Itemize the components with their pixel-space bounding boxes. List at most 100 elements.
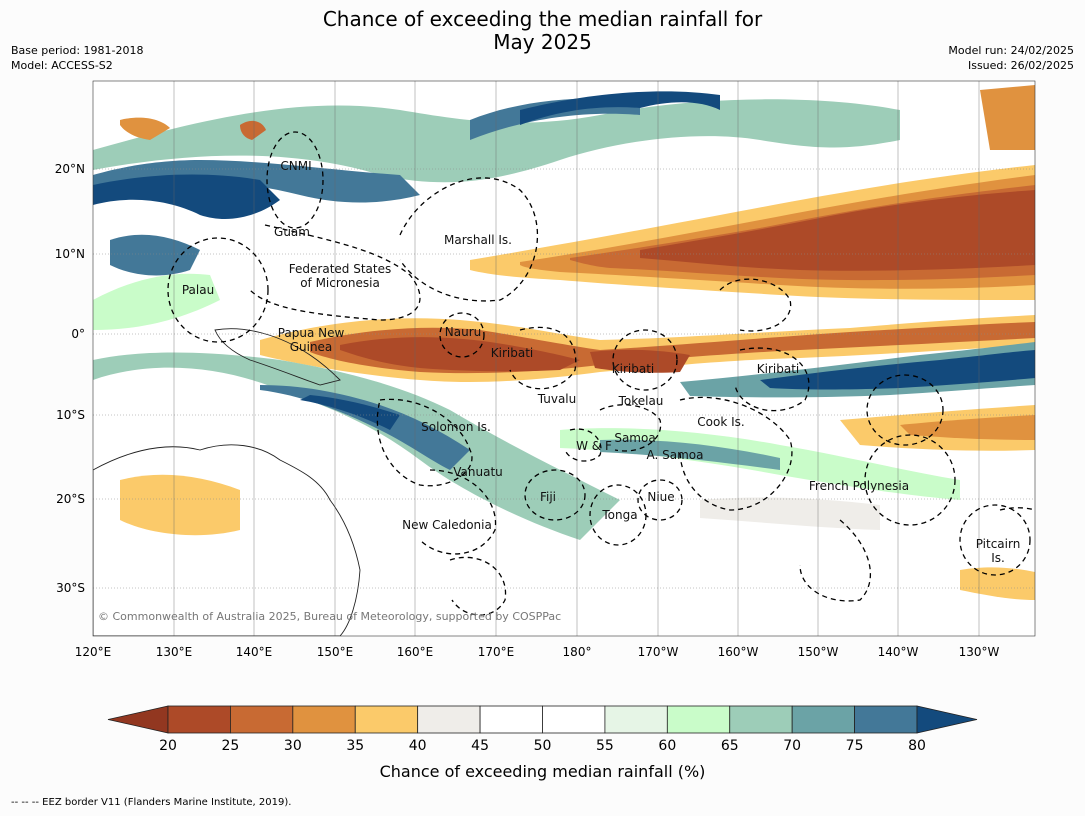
region-label: Solomon Is.: [421, 420, 491, 434]
region-label: Pitcairn Is.: [976, 537, 1021, 565]
lon-tick-label: 140°E: [235, 645, 273, 659]
title-line-2: May 2025: [493, 30, 592, 54]
base-period: Base period: 1981-2018: [11, 44, 144, 57]
region-name: Cook Is.: [697, 415, 745, 429]
colorbar-segment: [604, 705, 668, 734]
colorbar-tick-label: 60: [658, 738, 677, 754]
region-name-line2: Is.: [991, 551, 1005, 565]
region-name: Palau: [181, 283, 215, 297]
region-name: Kiribati: [611, 362, 655, 376]
region-name: Niue: [647, 490, 675, 504]
lon-tick-label: 170°W: [637, 645, 679, 659]
region-name: Papua New: [277, 326, 345, 340]
region-name: Pitcairn: [975, 537, 1021, 551]
colorbar-tick-label: 20: [159, 738, 177, 754]
colorbar-segment: [167, 705, 231, 734]
region-label: A. Samoa: [647, 448, 704, 462]
lon-tick-label: 170°E: [477, 645, 515, 659]
colorbar-extend-low: [107, 705, 169, 734]
issued-date: Issued: 26/02/2025: [967, 59, 1074, 72]
colorbar-segment: [292, 705, 356, 734]
colorbar-tick-label: 45: [471, 738, 489, 754]
region-name-line2: of Micronesia: [300, 276, 380, 290]
region-name: Federated States: [288, 262, 392, 276]
meta-left: Base period: 1981-2018 Model: ACCESS-S2: [11, 43, 143, 73]
region-name: Guam: [274, 225, 310, 239]
lon-tick-label: 120°E: [74, 645, 112, 659]
colorbar-segment: [479, 705, 543, 734]
region-label: Federated States of Micronesia: [289, 262, 391, 290]
lon-tick-label: 180°: [562, 645, 592, 659]
colorbar-extend-high: [916, 705, 978, 734]
colorbar-tick-label: 30: [283, 738, 302, 754]
region-name: Kiribati: [756, 362, 800, 376]
colorbar-tick-label: 70: [783, 738, 802, 754]
region-name: Samoa: [614, 431, 656, 445]
colorbar-segment: [854, 705, 918, 734]
colorbar-tick-label: 40: [408, 738, 427, 754]
colorbar-tick-label: 35: [346, 738, 365, 754]
region-name: CNMI: [280, 159, 312, 173]
map-title: Chance of exceeding the median rainfall …: [0, 8, 1085, 54]
lon-tick-label: 130°E: [155, 645, 193, 659]
colorbar-segment: [729, 705, 793, 734]
region-label: Tuvalu: [538, 392, 577, 406]
colorbar-tick-label: 50: [533, 738, 552, 754]
meta-right: Model run: 24/02/2025 Issued: 26/02/2025: [948, 43, 1074, 73]
colorbar: [107, 705, 978, 734]
region-name: W & F: [576, 439, 612, 453]
region-name: Marshall Is.: [444, 233, 512, 247]
region-label: Kiribati: [491, 346, 533, 360]
region-label: Guam: [274, 225, 310, 239]
model-run: Model run: 24/02/2025: [948, 44, 1074, 57]
region-label: New Caledonia: [402, 518, 492, 532]
region-label: Kiribati: [757, 362, 799, 376]
region-label: Kiribati: [612, 362, 654, 376]
region-name: Tonga: [602, 508, 638, 522]
lat-tick-label: 20°N: [54, 162, 85, 176]
region-name: A. Samoa: [646, 448, 704, 462]
lat-tick-label: 10°N: [54, 247, 85, 261]
lon-tick-label: 160°E: [396, 645, 434, 659]
title-line-1: Chance of exceeding the median rainfall …: [322, 7, 763, 31]
colorbar-segment: [417, 705, 481, 734]
lon-tick-label: 150°W: [797, 645, 839, 659]
region-name-line2: Guinea: [289, 340, 333, 354]
lat-tick-label: 20°S: [56, 492, 85, 506]
region-label: CNMI: [280, 159, 311, 173]
lat-tick-label: 0°: [71, 327, 85, 341]
region-name: Solomon Is.: [421, 420, 491, 434]
lon-tick-label: 140°W: [877, 645, 919, 659]
lat-tick-label: 30°S: [56, 581, 85, 595]
colorbar-segment: [791, 705, 855, 734]
colorbar-tick-label: 25: [221, 738, 240, 754]
region-name: Kiribati: [490, 346, 534, 360]
region-label: Tonga: [602, 508, 637, 522]
colorbar-tick-label: 75: [845, 738, 864, 754]
region-name: French Polynesia: [808, 479, 910, 493]
region-label: Palau: [182, 283, 214, 297]
eez-footnote: -- -- -- EEZ border V11 (Flanders Marine…: [11, 797, 292, 808]
region-name: Tokelau: [618, 394, 664, 408]
region-name: Vanuatu: [453, 465, 503, 479]
region-label: Samoa: [614, 431, 655, 445]
colorbar-tick-label: 80: [908, 738, 926, 754]
region-label: Tokelau: [619, 394, 664, 408]
region-label: Papua New Guinea: [278, 326, 345, 354]
model-name: Model: ACCESS-S2: [11, 59, 113, 72]
colorbar-label: Chance of exceeding median rainfall (%): [379, 762, 706, 781]
region-label: Niue: [647, 490, 674, 504]
region-label: W & F: [576, 439, 612, 453]
region-label: Cook Is.: [697, 415, 744, 429]
region-label: French Polynesia: [809, 479, 909, 493]
region-name: Fiji: [539, 490, 557, 504]
copyright-notice: © Commonwealth of Australia 2025, Bureau…: [98, 610, 562, 623]
lon-tick-label: 150°E: [316, 645, 354, 659]
region-label: Nauru: [445, 325, 481, 339]
colorbar-tick-label: 55: [595, 738, 614, 754]
lon-tick-label: 160°W: [717, 645, 759, 659]
colorbar-segment: [354, 705, 419, 734]
colorbar-segment: [666, 705, 731, 734]
lat-tick-label: 10°S: [56, 408, 85, 422]
